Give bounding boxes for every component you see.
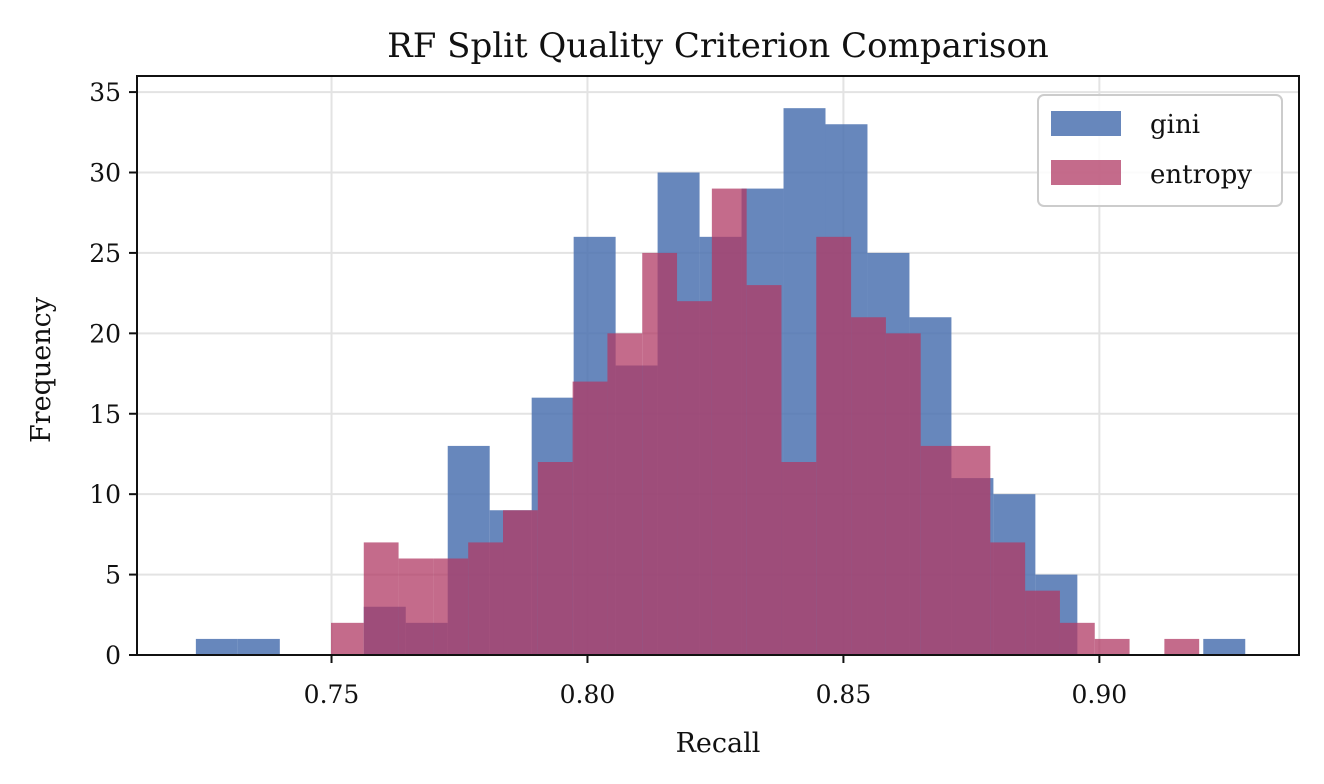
legend-swatch-gini <box>1051 111 1121 136</box>
bar-gini-0 <box>195 638 238 655</box>
y-tick-label-5: 25 <box>89 239 121 268</box>
y-tick-label-6: 30 <box>89 159 121 188</box>
legend-label-entropy: entropy <box>1150 160 1252 190</box>
x-axis-label: Recall <box>676 728 761 759</box>
bar-entropy-15 <box>851 317 886 655</box>
bar-entropy-20 <box>1025 590 1060 655</box>
bars-entropy <box>331 188 1200 656</box>
legend: gini entropy <box>1037 94 1283 207</box>
y-tick-label-1: 5 <box>105 561 121 590</box>
bar-entropy-22 <box>1094 638 1130 655</box>
x-axis-ticks: 0.75 0.80 0.85 0.90 <box>304 655 1128 709</box>
bar-entropy-5 <box>503 510 538 655</box>
x-tick-label-2: 0.85 <box>816 680 872 709</box>
bar-entropy-6 <box>537 462 573 655</box>
bar-entropy-12 <box>746 285 782 655</box>
chart-title: RF Split Quality Criterion Comparison <box>387 26 1049 66</box>
x-tick-label-1: 0.80 <box>560 680 616 709</box>
bar-gini-1 <box>237 638 280 655</box>
bar-entropy-17 <box>920 445 956 655</box>
bar-entropy-2 <box>398 558 434 655</box>
y-tick-label-7: 35 <box>89 78 121 107</box>
y-tick-label-2: 10 <box>89 480 121 509</box>
bar-entropy-11 <box>711 188 747 656</box>
y-axis-label: Frequency <box>26 296 57 443</box>
bar-entropy-1 <box>363 542 399 655</box>
plot-frame <box>136 75 1300 656</box>
bar-entropy-7 <box>572 381 608 655</box>
legend-swatch-entropy <box>1051 160 1121 185</box>
legend-label-gini: gini <box>1150 110 1200 140</box>
bar-entropy-14 <box>816 236 852 656</box>
bar-entropy-3 <box>433 558 469 655</box>
bar-entropy-18 <box>955 445 991 655</box>
bar-entropy-16 <box>885 333 921 655</box>
y-tick-label-3: 15 <box>89 400 121 429</box>
bar-entropy-9 <box>642 252 678 655</box>
bar-gini-19 <box>1203 638 1246 655</box>
bar-entropy-13 <box>781 462 817 655</box>
bar-entropy-4 <box>468 542 504 655</box>
bar-entropy-23 <box>1164 638 1200 655</box>
y-tick-label-4: 20 <box>89 319 121 348</box>
bar-entropy-8 <box>607 333 643 655</box>
x-tick-label-0: 0.75 <box>304 680 360 709</box>
y-axis-ticks: 0 5 10 15 20 25 30 35 <box>89 78 137 670</box>
bar-entropy-21 <box>1059 622 1095 655</box>
bar-entropy-10 <box>677 301 712 655</box>
bar-entropy-19 <box>990 542 1026 655</box>
x-tick-label-3: 0.90 <box>1072 680 1128 709</box>
bar-entropy-0 <box>331 622 364 655</box>
y-tick-label-0: 0 <box>105 641 121 670</box>
